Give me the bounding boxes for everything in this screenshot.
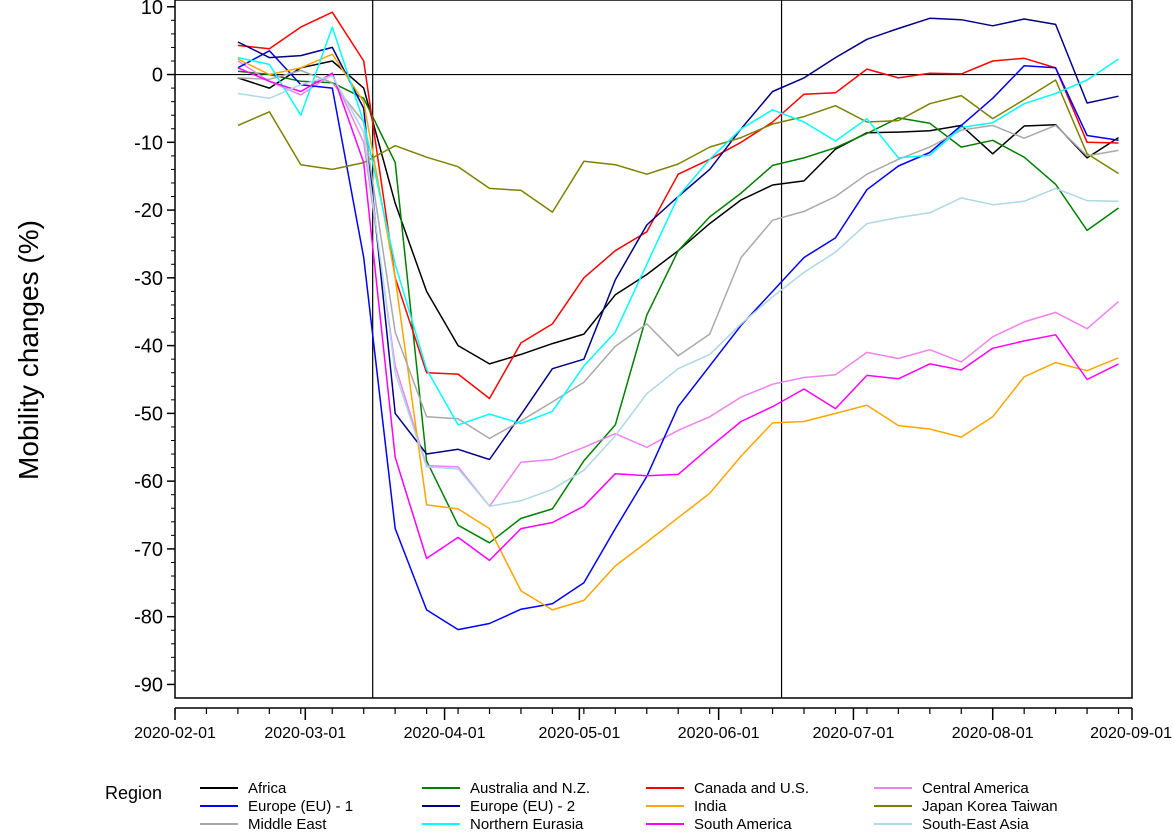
series-line-europe-eu-2 — [237, 17, 1119, 461]
legend-label: Middle East — [248, 816, 327, 833]
x-tick-label: 2020-06-01 — [678, 725, 760, 742]
y-tick-label: -60 — [134, 471, 163, 493]
x-tick-label: 2020-09-01 — [1090, 725, 1172, 742]
legend-label: South America — [694, 816, 792, 833]
legend-label: India — [694, 798, 727, 815]
series-line-south-east-asia — [237, 75, 1119, 507]
y-tick-label: -70 — [134, 539, 163, 561]
y-tick-label: -50 — [134, 403, 163, 425]
x-tick-label: 2020-02-01 — [134, 725, 216, 742]
y-axis: 10 0 -10 -20 -30 -40 -50 -60 -70 -80 -90 — [134, 0, 175, 696]
y-tick-label: -40 — [134, 336, 163, 358]
legend-label: Europe (EU) - 1 — [248, 798, 353, 815]
y-tick-label: -90 — [134, 674, 163, 696]
series-layer — [237, 11, 1119, 631]
y-axis-label: Mobility changes (%) — [13, 220, 44, 480]
series-line-japan-korea-taiwan — [237, 79, 1119, 213]
series-line-middle-east — [237, 69, 1119, 440]
series-line-central-america — [237, 60, 1119, 507]
legend-label: Europe (EU) - 2 — [470, 798, 575, 815]
y-tick-label: -10 — [134, 132, 163, 154]
y-tick-label: -20 — [134, 200, 163, 222]
x-tick-label: 2020-05-01 — [538, 725, 620, 742]
series-line-australia-and-n-z — [237, 70, 1119, 544]
series-line-south-america — [237, 67, 1119, 562]
x-axis: 2020-02-01 2020-03-01 2020-04-01 2020-05-01… — [134, 707, 1172, 742]
legend-label: Australia and N.Z. — [470, 780, 590, 797]
legend-title: Region — [105, 783, 162, 803]
y-tick-label: 10 — [141, 0, 163, 19]
y-tick-label: -80 — [134, 607, 163, 629]
series-line-canada-and-u-s — [237, 11, 1119, 400]
series-line-northern-eurasia — [237, 26, 1119, 426]
y-tick-label: 0 — [152, 65, 163, 87]
legend-label: Africa — [248, 780, 287, 797]
legend-label: Northern Eurasia — [470, 816, 584, 833]
legend-label: Canada and U.S. — [694, 780, 809, 797]
reference-lines — [175, 0, 1132, 698]
series-line-europe-eu-1 — [237, 50, 1119, 631]
legend-label: Japan Korea Taiwan — [922, 798, 1058, 815]
legend-label: Central America — [922, 780, 1029, 797]
x-tick-label: 2020-07-01 — [813, 725, 895, 742]
x-tick-label: 2020-08-01 — [952, 725, 1034, 742]
legend-label: South-East Asia — [922, 816, 1029, 833]
plot-frame — [174, 0, 1133, 699]
x-tick-label: 2020-03-01 — [264, 725, 346, 742]
x-tick-label: 2020-04-01 — [404, 725, 486, 742]
legend: Region Africa Australia and N.Z. Canada an… — [105, 780, 1058, 833]
series-line-india — [237, 53, 1119, 611]
y-tick-label: -30 — [134, 268, 163, 290]
